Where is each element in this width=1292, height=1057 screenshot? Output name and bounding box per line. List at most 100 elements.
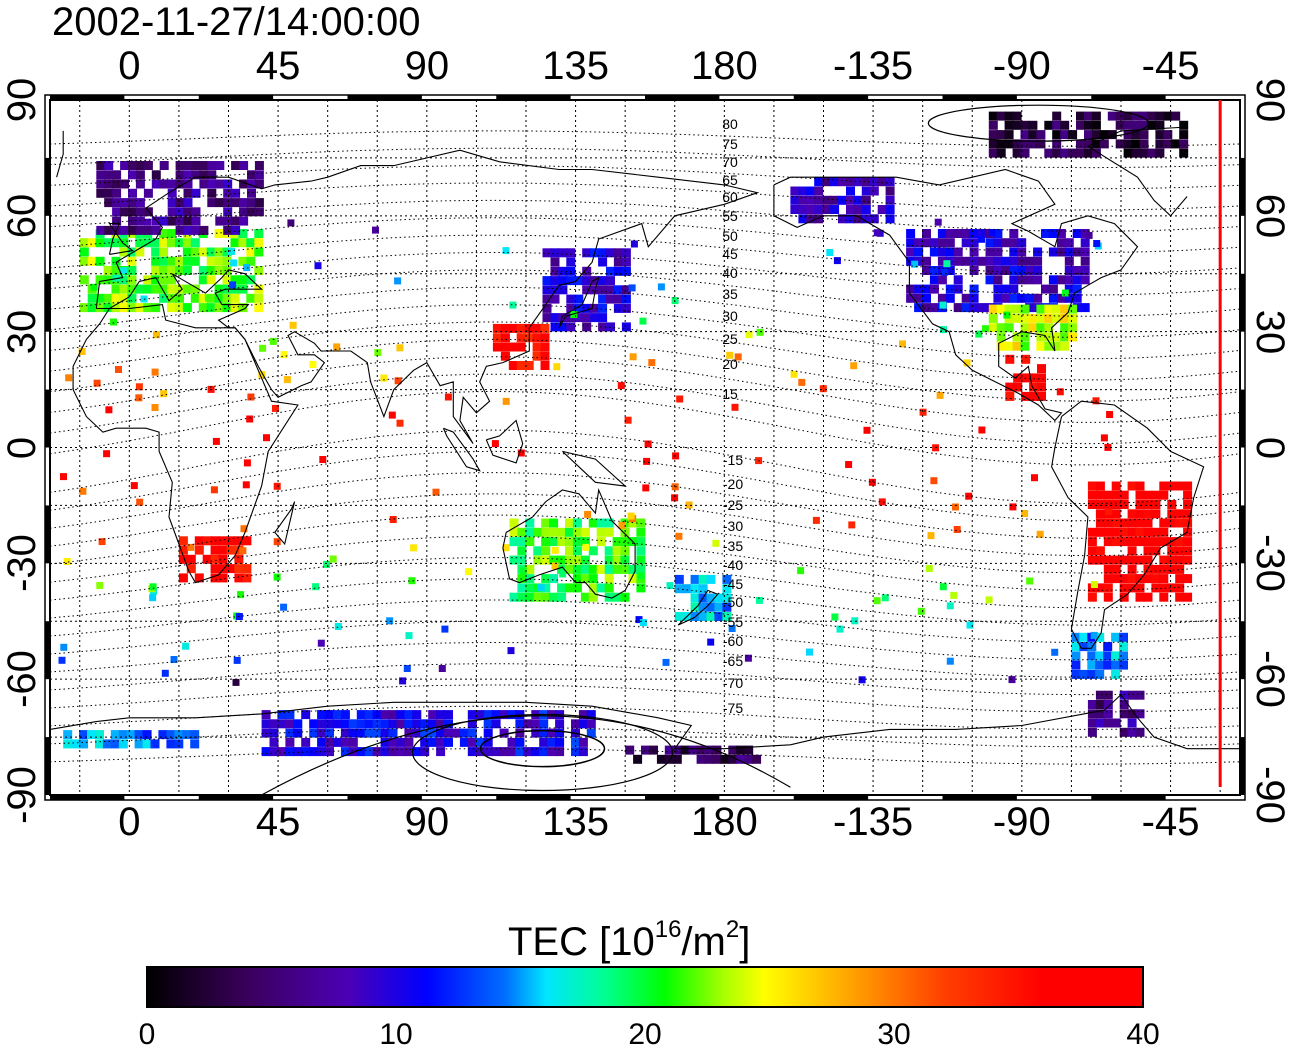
- tec-cell: [517, 555, 527, 565]
- tec-cell: [1072, 229, 1082, 238]
- tec-cell: [1111, 481, 1121, 491]
- tec-cell: [467, 737, 477, 747]
- tec-cell: [175, 293, 184, 303]
- station-cell: [1056, 388, 1064, 396]
- tec-cell: [1135, 518, 1145, 528]
- tec-cell: [254, 247, 264, 257]
- station-cell: [502, 544, 510, 552]
- tec-cell: [1048, 247, 1058, 257]
- tec-cell: [1033, 266, 1043, 275]
- tec-cell: [853, 177, 863, 187]
- station-cell: [263, 434, 270, 442]
- tec-cell: [95, 256, 105, 266]
- tec-cell: [210, 564, 220, 574]
- tec-cell: [1163, 130, 1173, 140]
- frame-band: [1240, 505, 1245, 564]
- contour-label: 75: [722, 136, 738, 152]
- tec-cell: [231, 198, 241, 208]
- tec-cell: [190, 730, 200, 740]
- tec-cell: [557, 537, 567, 547]
- tec-cell: [1127, 555, 1137, 565]
- tec-cell: [190, 238, 200, 248]
- tec-cell: [483, 747, 493, 757]
- station-cell: [78, 348, 86, 355]
- tec-cell: [1143, 555, 1153, 565]
- tec-cell: [135, 179, 145, 189]
- tec-cell: [1175, 583, 1185, 593]
- tec-cell: [428, 710, 438, 720]
- tec-cell: [531, 747, 541, 757]
- tec-cell: [1111, 555, 1121, 565]
- station-cell: [63, 558, 71, 565]
- tec-cell: [1143, 509, 1153, 519]
- tec-cell: [112, 216, 122, 226]
- station-cell: [329, 555, 337, 563]
- station-cell: [1093, 240, 1101, 247]
- station-cell: [502, 247, 510, 255]
- tec-cell: [515, 737, 525, 747]
- tec-cell: [953, 229, 963, 238]
- tec-cell: [246, 238, 256, 248]
- tec-cell: [696, 754, 706, 764]
- tec-cell: [151, 284, 161, 294]
- tec-cell: [566, 303, 576, 313]
- tec-cell: [993, 293, 1003, 303]
- tec-cell: [838, 214, 847, 224]
- tec-cell: [1080, 303, 1090, 313]
- tec-cell: [525, 527, 535, 537]
- tec-cell: [1084, 139, 1093, 149]
- tec-cell: [175, 161, 185, 170]
- tec-cell: [223, 216, 233, 226]
- tec-cell: [1004, 139, 1014, 149]
- tec-cell: [838, 177, 847, 187]
- tec-cell: [1052, 130, 1062, 140]
- tec-cell: [953, 256, 963, 266]
- tec-cell: [452, 728, 461, 738]
- tec-cell: [1131, 148, 1141, 158]
- south-pole-contour: [479, 729, 606, 768]
- station-cell: [112, 274, 120, 282]
- tec-cell: [420, 719, 430, 729]
- station-cell: [939, 583, 947, 591]
- tec-cell: [120, 207, 130, 217]
- tec-cell: [404, 737, 414, 747]
- tec-cell: [945, 293, 955, 303]
- coastline: [72, 303, 299, 584]
- station-cell: [731, 403, 739, 411]
- tec-cell: [922, 238, 931, 248]
- coastline: [442, 427, 481, 472]
- tec-cell: [1036, 313, 1046, 323]
- tec-cell: [1147, 111, 1157, 121]
- tec-cell: [396, 710, 406, 720]
- tec-cell: [167, 303, 176, 313]
- tec-cell: [625, 745, 635, 755]
- tec-cell: [111, 293, 121, 303]
- station-cell: [930, 477, 938, 485]
- tec-cell: [541, 518, 551, 528]
- tec-cell: [550, 248, 560, 258]
- tec-cell: [238, 303, 248, 313]
- tec-cell: [1033, 256, 1043, 266]
- tec-cell: [1183, 481, 1193, 491]
- tec-cell: [1175, 555, 1185, 565]
- tec-cell: [388, 737, 398, 747]
- station-cell: [630, 240, 638, 248]
- tec-cell: [1060, 313, 1070, 323]
- tec-cell: [1103, 718, 1113, 728]
- tec-cell: [1001, 293, 1011, 303]
- tec-cell: [261, 719, 271, 729]
- tec-cell: [190, 284, 200, 294]
- tec-cell: [1111, 651, 1121, 661]
- tec-cell: [1179, 120, 1189, 130]
- tec-cell: [1135, 500, 1145, 509]
- tec-cell: [1033, 293, 1043, 303]
- tec-cell: [674, 574, 684, 584]
- tec-cell: [79, 739, 89, 749]
- tec-cell: [436, 710, 446, 720]
- tec-cell: [191, 161, 201, 170]
- tec-cell: [380, 728, 390, 738]
- station-cell: [519, 567, 527, 575]
- tec-cell: [404, 719, 414, 729]
- tec-cell: [151, 179, 161, 189]
